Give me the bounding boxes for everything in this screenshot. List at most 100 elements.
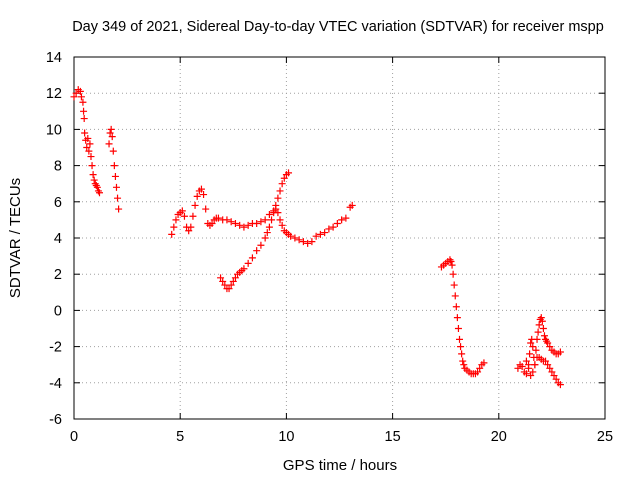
data-point xyxy=(80,115,88,123)
data-point xyxy=(542,357,550,365)
data-point xyxy=(84,134,92,142)
x-tick-label: 15 xyxy=(385,429,401,445)
data-point xyxy=(244,259,252,267)
y-axis-label: SDTVAR / TECUs xyxy=(7,178,24,298)
data-point xyxy=(170,223,178,231)
data-point xyxy=(552,375,560,383)
data-point xyxy=(191,201,199,209)
y-tick-label: -2 xyxy=(49,340,62,356)
data-point xyxy=(538,317,546,325)
data-point xyxy=(217,274,225,282)
data-point xyxy=(225,285,233,293)
data-point xyxy=(270,209,278,217)
data-point xyxy=(178,207,186,215)
data-point xyxy=(108,133,116,141)
data-point xyxy=(285,169,293,177)
data-point xyxy=(333,220,341,228)
data-point xyxy=(111,172,119,180)
data-point xyxy=(546,343,554,351)
y-tick-label: 14 xyxy=(46,50,62,66)
data-point xyxy=(70,93,78,101)
data-point xyxy=(304,239,312,247)
data-point xyxy=(459,357,467,365)
data-point xyxy=(202,205,210,213)
data-point xyxy=(312,232,320,240)
data-point xyxy=(546,364,554,372)
series-segment-7 xyxy=(522,353,564,389)
data-point xyxy=(280,174,288,182)
data-point xyxy=(89,171,97,179)
data-point xyxy=(85,147,93,155)
y-tick-label: -6 xyxy=(49,412,62,428)
data-point xyxy=(221,281,229,289)
y-tick-label: -4 xyxy=(49,376,62,392)
data-point xyxy=(460,361,468,369)
data-point xyxy=(458,350,466,358)
data-point xyxy=(537,314,545,322)
data-point xyxy=(532,346,540,354)
data-point xyxy=(240,223,248,231)
data-point xyxy=(544,361,552,369)
data-point xyxy=(227,281,235,289)
data-point xyxy=(107,125,115,133)
data-point xyxy=(93,183,101,191)
data-point xyxy=(533,335,541,343)
data-point xyxy=(272,201,280,209)
data-point xyxy=(447,258,455,266)
data-point xyxy=(316,230,324,238)
data-point xyxy=(197,185,205,193)
data-points xyxy=(70,86,564,389)
series-segment-2 xyxy=(105,125,123,213)
data-point xyxy=(278,180,286,188)
x-tick-label: 5 xyxy=(176,429,184,445)
data-point xyxy=(449,270,457,278)
data-point xyxy=(265,223,273,231)
data-point xyxy=(106,129,114,137)
data-point xyxy=(321,229,329,237)
data-point xyxy=(105,140,113,148)
chart-title: Day 349 of 2021, Sidereal Day-to-day VTE… xyxy=(72,19,604,35)
data-point xyxy=(240,265,248,273)
y-tick-label: 12 xyxy=(46,86,62,102)
data-point xyxy=(453,314,461,322)
data-point xyxy=(278,221,286,229)
data-point xyxy=(544,339,552,347)
series-segment-1 xyxy=(70,86,103,197)
data-point xyxy=(83,144,91,151)
tick-labels: 0 5 10 15 20 25 -6 -4 -2 0 2 4 6 8 10 12 14 xyxy=(46,50,613,445)
data-point xyxy=(214,214,222,222)
data-point xyxy=(208,220,216,228)
data-point xyxy=(180,212,188,220)
y-tick-label: 10 xyxy=(46,122,62,138)
data-point xyxy=(534,328,542,336)
data-point xyxy=(268,216,276,224)
data-point xyxy=(261,216,269,224)
data-point xyxy=(527,372,535,380)
y-tick-label: 2 xyxy=(54,267,62,283)
data-point xyxy=(548,368,556,376)
data-point xyxy=(223,216,231,224)
data-point xyxy=(231,274,239,282)
series-segment-4 xyxy=(217,169,293,293)
data-point xyxy=(81,129,89,137)
data-point xyxy=(253,247,261,255)
data-point xyxy=(229,277,237,285)
x-tick-label: 20 xyxy=(491,429,507,445)
data-point xyxy=(540,332,548,340)
data-point xyxy=(329,223,337,231)
data-point xyxy=(86,140,94,148)
data-point xyxy=(261,234,269,242)
data-point xyxy=(257,218,265,226)
grid-lines xyxy=(74,57,605,419)
data-point xyxy=(476,364,484,372)
data-point xyxy=(295,236,303,244)
data-point xyxy=(535,321,543,329)
data-point xyxy=(325,225,333,233)
data-point xyxy=(448,261,456,269)
data-point xyxy=(110,162,118,170)
data-point xyxy=(189,212,197,220)
data-point xyxy=(193,192,201,200)
x-tick-label: 25 xyxy=(597,429,613,445)
data-point xyxy=(248,254,256,262)
y-tick-label: 8 xyxy=(54,159,62,175)
